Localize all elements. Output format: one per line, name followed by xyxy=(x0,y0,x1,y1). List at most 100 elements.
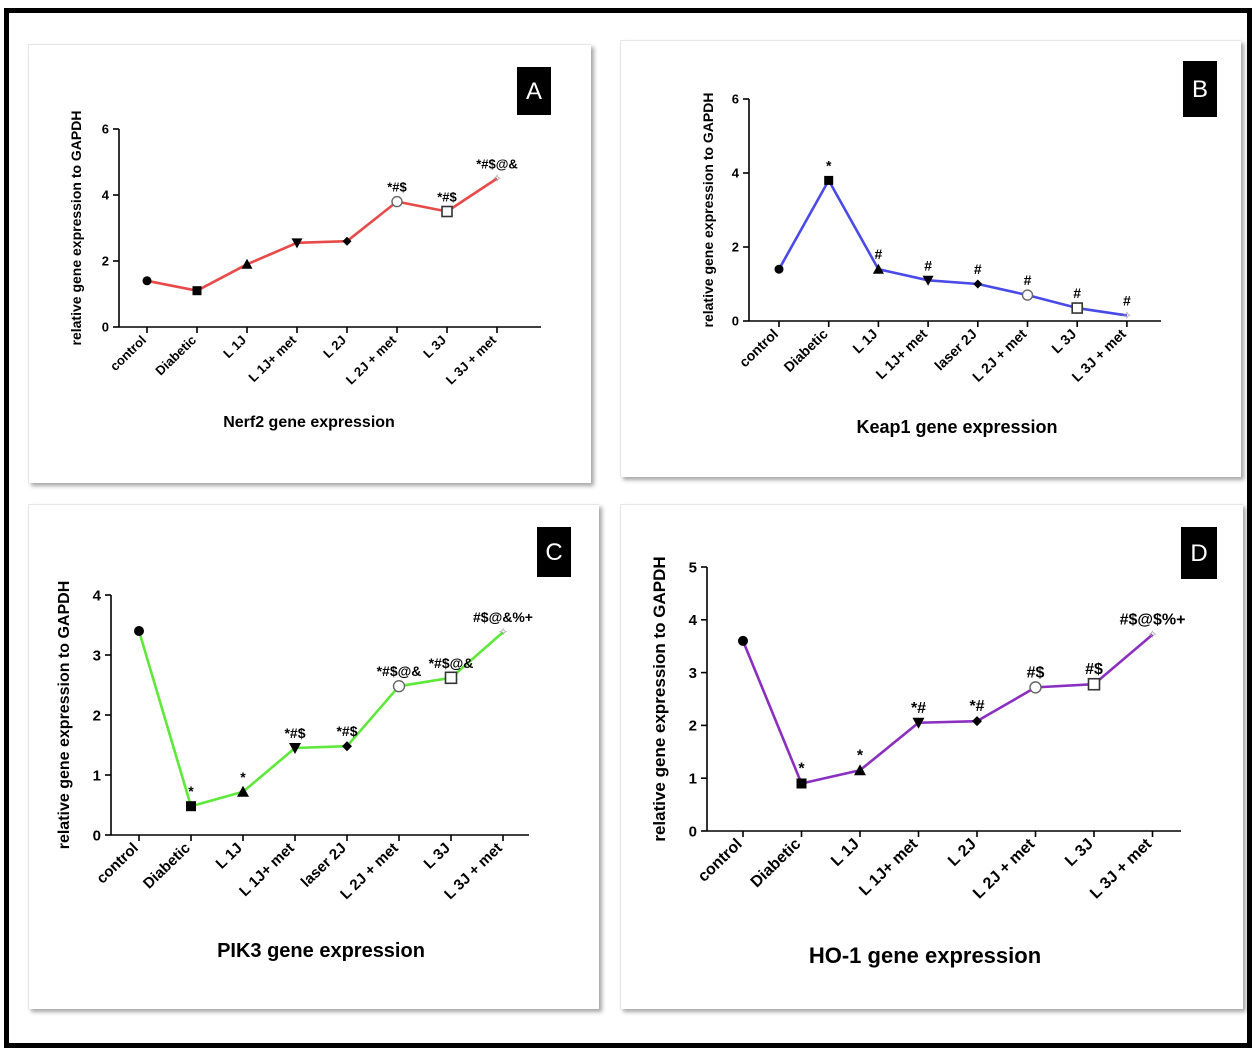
significance-annotation: # xyxy=(1123,292,1131,308)
data-point xyxy=(192,286,202,296)
y-tick-label: 0 xyxy=(93,827,101,844)
x-tick-label: control xyxy=(695,836,746,886)
significance-annotation: # xyxy=(1024,272,1032,288)
data-point xyxy=(1087,677,1101,691)
significance-annotation: #$@&%+ xyxy=(473,609,533,625)
significance-annotation: *#$@& xyxy=(377,663,422,679)
y-axis-label: relative gene expression to GAPDH xyxy=(56,581,73,850)
y-tick-label: 2 xyxy=(732,240,739,255)
y-tick-label: 6 xyxy=(732,92,739,107)
y-tick-label: 1 xyxy=(689,770,697,787)
data-point xyxy=(444,671,458,685)
data-point: ✧ xyxy=(492,172,502,186)
data-point xyxy=(241,258,253,269)
chart-title: PIK3 gene expression xyxy=(217,940,425,962)
significance-annotation: *#$@& xyxy=(429,655,474,671)
data-point xyxy=(134,626,144,636)
significance-annotation: #$@$%+ xyxy=(1120,612,1186,629)
series-line xyxy=(146,177,498,292)
significance-annotation: *# xyxy=(911,700,926,717)
panel-badge xyxy=(1181,527,1217,579)
y-tick-label: 3 xyxy=(689,665,697,682)
x-tick-label: L 2J xyxy=(320,332,349,361)
x-tick-label: L 3J + met xyxy=(1069,325,1130,384)
series-line xyxy=(777,179,1128,317)
chart-title: Keap1 gene expression xyxy=(856,417,1057,437)
y-tick-label: 0 xyxy=(689,823,697,840)
significance-annotation: * xyxy=(798,760,805,777)
y-tick-label: 2 xyxy=(689,718,697,735)
x-tick-label: L 3J xyxy=(421,840,454,873)
x-tick-label: L 1J+ met xyxy=(873,325,931,382)
y-tick-label: 2 xyxy=(93,707,101,724)
x-tick-label: Diabetic xyxy=(140,840,194,893)
panel-label: A xyxy=(526,78,542,105)
x-tick-label: laser 2J xyxy=(931,326,980,374)
data-point xyxy=(824,175,834,185)
significance-annotation: * xyxy=(857,747,864,764)
x-tick-label: L 1J+ met xyxy=(856,835,922,899)
data-point xyxy=(342,236,352,246)
x-tick-label: L 3J xyxy=(1048,326,1079,357)
significance-annotation: * xyxy=(188,783,194,799)
x-tick-label: L 1J+ met xyxy=(245,332,299,385)
data-point xyxy=(922,275,934,286)
data-point: ✧ xyxy=(1122,308,1132,322)
y-tick-label: 1 xyxy=(93,767,101,784)
significance-annotation: * xyxy=(826,157,832,173)
panel-label: B xyxy=(1192,76,1208,103)
y-axis-label: relative gene expression to GAPDH xyxy=(700,93,716,328)
y-tick-label: 6 xyxy=(102,122,109,137)
data-point xyxy=(796,778,807,789)
data-point xyxy=(972,716,982,727)
data-point xyxy=(342,741,352,752)
significance-annotation: *# xyxy=(969,698,984,715)
panel-badge xyxy=(517,67,551,115)
x-tick-label: L 1J xyxy=(828,836,863,870)
significance-annotation: *#$ xyxy=(336,723,357,739)
x-tick-label: L 3J xyxy=(1062,836,1097,870)
significance-annotation: # xyxy=(1073,285,1081,301)
panel-d: 0 1 2 3 4 5 control Diabetic L 1J L 1J+ met L 2J L … xyxy=(620,504,1243,1009)
data-point xyxy=(142,276,152,286)
y-tick-label: 4 xyxy=(689,612,698,629)
panel-b: 0 2 4 6 control Diabetic L 1J L 1J+ met laser 2J… xyxy=(620,40,1241,477)
x-tick-label: Diabetic xyxy=(780,326,830,375)
x-tick-label: L 2J + met xyxy=(970,835,1039,902)
x-tick-label: control xyxy=(93,840,141,888)
data-point xyxy=(392,679,406,693)
significance-annotation: *#$ xyxy=(387,180,407,195)
data-point xyxy=(441,205,453,218)
x-tick-label: L 1J xyxy=(849,326,880,357)
chart-title: HO-1 gene expression xyxy=(809,943,1041,968)
significance-annotation: *#$ xyxy=(284,725,305,741)
panel-label: D xyxy=(1190,540,1207,567)
series-line xyxy=(741,633,1154,785)
x-tick-label: L 3J + met xyxy=(1087,835,1156,902)
data-point xyxy=(186,801,196,812)
data-point xyxy=(1029,681,1042,694)
data-point: ✧ xyxy=(498,625,508,639)
significance-annotation: * xyxy=(240,769,246,785)
data-point xyxy=(854,764,866,776)
data-point xyxy=(289,743,301,754)
x-tick-label: Diabetic xyxy=(152,332,199,378)
chart-a: 0 2 4 6 control Diabetic L 1JL 1J+ met L 2JL 2J… xyxy=(68,67,551,431)
data-point: ✧ xyxy=(1147,628,1157,642)
x-tick-label: L 2J + met xyxy=(969,325,1030,384)
x-tick-label: L 1J xyxy=(213,840,246,873)
panel-label: C xyxy=(545,539,562,566)
y-tick-label: 5 xyxy=(689,559,697,576)
significance-annotation: #$ xyxy=(1085,661,1103,678)
data-point xyxy=(912,717,925,729)
significance-annotation: *#$@& xyxy=(476,157,518,172)
x-tick-label: L 3J + met xyxy=(443,332,500,388)
y-tick-label: 0 xyxy=(732,314,739,329)
data-point xyxy=(774,264,784,274)
x-tick-label: laser 2J xyxy=(298,840,350,891)
panel-badge xyxy=(537,527,571,577)
data-point xyxy=(872,263,884,274)
data-point xyxy=(738,635,748,646)
x-tick-label: Diabetic xyxy=(748,836,805,892)
